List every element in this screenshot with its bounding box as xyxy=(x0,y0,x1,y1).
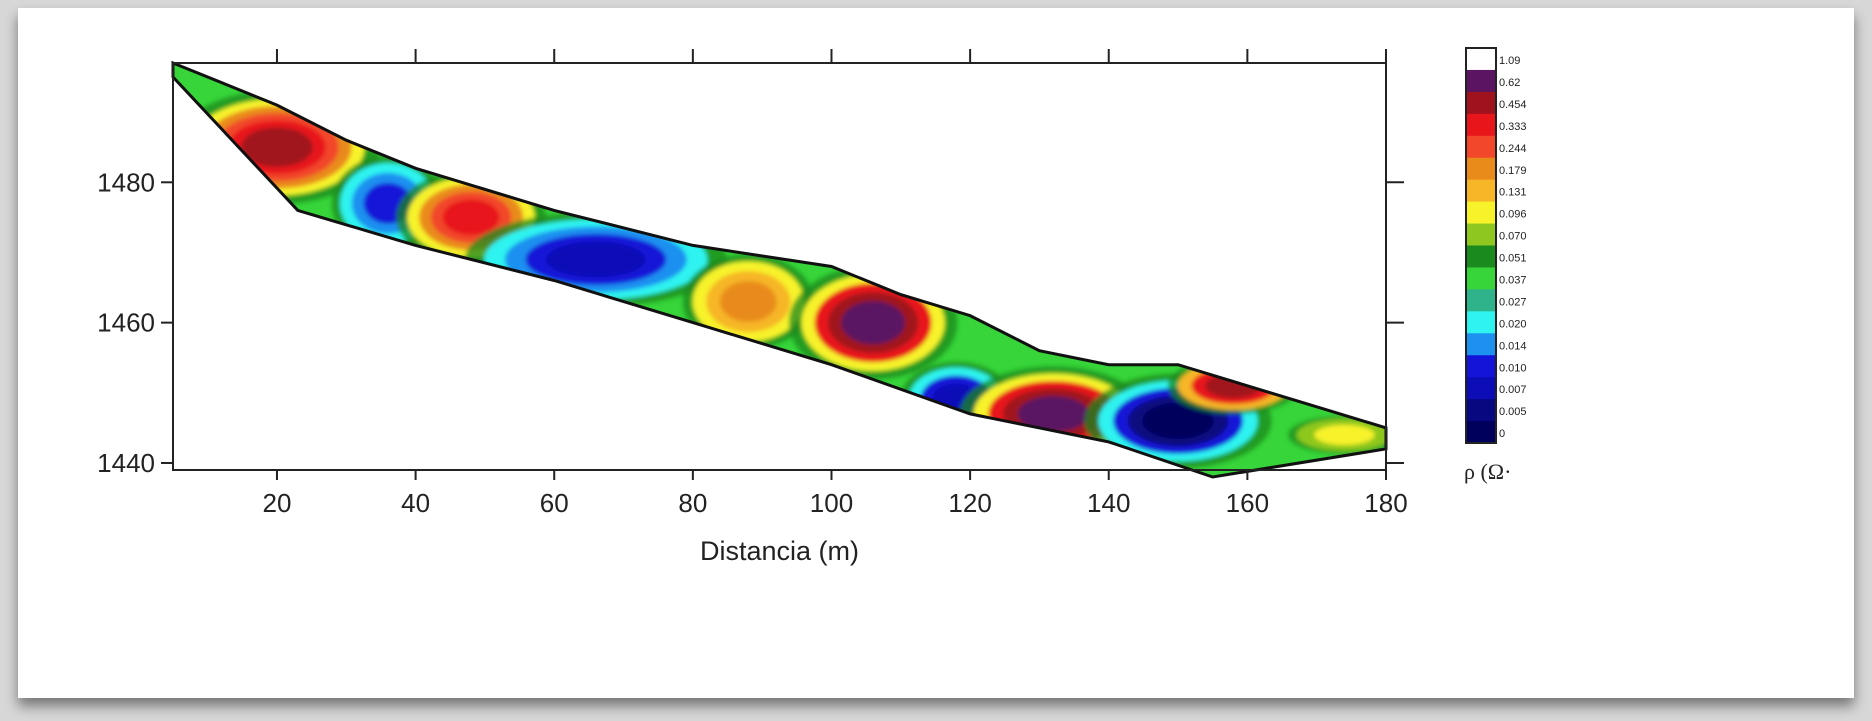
colorbar-label: 0.020 xyxy=(1499,318,1527,330)
colorbar-swatch xyxy=(1466,48,1496,71)
anomaly-6 xyxy=(788,265,958,380)
colorbar-label: 1.09 xyxy=(1499,55,1520,67)
contour-8-4 xyxy=(1017,395,1089,432)
colorbar: 1.09 0.62 0.454 0.333 0.244 0.179 0.131 0.096 0.… xyxy=(1465,47,1527,444)
anomaly-5 xyxy=(682,254,814,349)
colorbar-swatch xyxy=(1466,245,1496,268)
resistivity-section-chart: 20 40 60 80 100 120 140 160 180 1440 1460 1480 Dis… xyxy=(97,47,1527,566)
x-tick-label: 140 xyxy=(1087,488,1130,518)
colorbar-swatch xyxy=(1466,91,1496,115)
colorbar-swatch xyxy=(1466,135,1496,159)
colorbar-label: 0.244 xyxy=(1499,143,1527,155)
contour-5-3 xyxy=(720,281,777,323)
colorbar-label: 0.62 xyxy=(1499,77,1520,89)
y-tick-label: 1440 xyxy=(97,448,155,478)
y-axis: 1440 1460 1480 xyxy=(97,167,1404,478)
colorbar-label: 0.096 xyxy=(1499,209,1527,221)
contour-4-4 xyxy=(546,241,646,278)
x-tick-label: 120 xyxy=(948,488,991,518)
colorbar-swatch xyxy=(1466,355,1496,378)
x-tick-label: 80 xyxy=(678,488,707,518)
x-axis: 20 40 60 80 100 120 140 160 180 xyxy=(263,49,1408,518)
colorbar-swatch xyxy=(1466,201,1496,225)
section-outline xyxy=(171,60,1388,479)
x-axis-title: Distancia (m) xyxy=(700,536,859,566)
colorbar-title: ρ (Ω· xyxy=(1464,459,1511,484)
colorbar-swatch xyxy=(1466,311,1496,334)
y-tick-label: 1460 xyxy=(97,308,155,338)
colorbar-label: 0.051 xyxy=(1499,253,1527,265)
colorbar-swatch xyxy=(1466,179,1496,203)
colorbar-label: 0.454 xyxy=(1499,99,1527,111)
colorbar-swatch xyxy=(1466,267,1496,290)
x-tick-label: 40 xyxy=(401,488,430,518)
x-tick-label: 20 xyxy=(263,488,292,518)
colorbar-label: 0.014 xyxy=(1499,340,1527,352)
contour-6-4 xyxy=(841,301,906,345)
x-tick-label: 60 xyxy=(540,488,569,518)
colorbar-label: 0.333 xyxy=(1499,121,1527,133)
contour-9-4 xyxy=(1142,402,1214,439)
contour-11-2 xyxy=(1314,424,1375,446)
resistivity-section xyxy=(173,63,1386,477)
anomaly-11 xyxy=(1288,415,1386,454)
colorbar-label: 0 xyxy=(1499,428,1505,440)
figure-card: 20 40 60 80 100 120 140 160 180 1440 1460 1480 Dis… xyxy=(18,8,1854,698)
colorbar-swatch xyxy=(1466,377,1496,400)
contour-10-3 xyxy=(1205,373,1262,399)
colorbar-label: 0.179 xyxy=(1499,165,1527,177)
x-tick-label: 180 xyxy=(1364,488,1407,518)
colorbar-label: 0.007 xyxy=(1499,384,1527,396)
colorbar-label: 0.131 xyxy=(1499,187,1527,199)
y-tick-label: 1480 xyxy=(97,167,155,197)
colorbar-label: 0.010 xyxy=(1499,362,1527,374)
contour-3-4 xyxy=(442,199,500,236)
colorbar-swatch xyxy=(1466,157,1496,181)
colorbar-swatch xyxy=(1466,289,1496,312)
colorbar-swatch xyxy=(1466,113,1496,137)
colorbar-swatch xyxy=(1466,333,1496,356)
colorbar-label: 0.037 xyxy=(1499,275,1527,287)
colorbar-label: 0.070 xyxy=(1499,231,1527,243)
colorbar-swatch xyxy=(1466,399,1496,422)
colorbar-frame xyxy=(1465,47,1497,444)
colorbar-swatch xyxy=(1466,69,1496,93)
x-tick-label: 100 xyxy=(810,488,853,518)
colorbar-swatch xyxy=(1466,223,1496,246)
plot-frame xyxy=(172,62,1387,471)
contour-1-5 xyxy=(241,127,313,167)
colorbar-label: 0.005 xyxy=(1499,406,1527,418)
anomaly-10 xyxy=(1168,357,1300,415)
colorbar-swatch xyxy=(1466,421,1496,444)
x-tick-label: 160 xyxy=(1226,488,1269,518)
colorbar-label: 0.027 xyxy=(1499,296,1527,308)
